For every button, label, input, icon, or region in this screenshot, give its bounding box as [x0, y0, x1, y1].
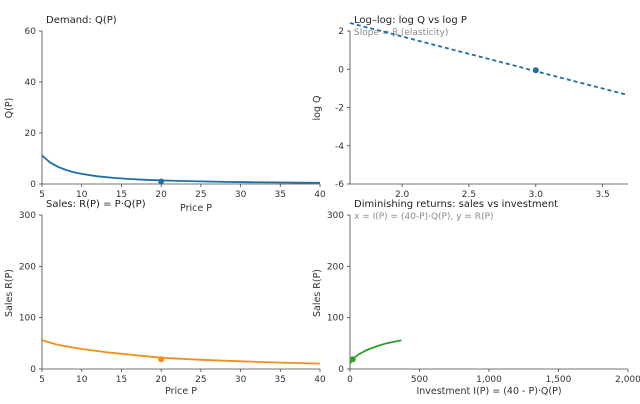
loglog-ytick-label: 0	[338, 65, 344, 75]
returns-ytick-label: 0	[338, 365, 344, 375]
returns-title: Diminishing returns: sales vs investment	[354, 199, 558, 210]
sales-marker-point	[158, 356, 165, 363]
returns-xtick-label: 1,000	[476, 375, 502, 385]
sales-series-line	[41, 339, 321, 365]
demand-ytick-label: 0	[30, 180, 36, 190]
sales-ytick-label: 0	[30, 365, 36, 375]
sales-xtick-label: 25	[195, 375, 206, 385]
returns-ytick-label: 100	[327, 314, 344, 324]
loglog-series-line	[349, 22, 629, 96]
demand-xtick-label: 10	[76, 190, 88, 200]
panel-demand: Demand: Q(P) Price P Q(P) 0 20 40 60 5 10 15 20…	[4, 15, 326, 214]
loglog-xtick-label: 2.0	[395, 190, 410, 200]
sales-ytick-label: 200	[19, 262, 36, 272]
panel-returns: Diminishing returns: sales vs investment…	[312, 199, 640, 397]
sales-xtick-label: 5	[39, 375, 45, 385]
loglog-ylabel: log Q	[312, 96, 323, 121]
returns-xtick-label: 500	[411, 375, 428, 385]
sales-ytick-label: 300	[19, 211, 36, 221]
returns-ytick-label: 200	[327, 262, 344, 272]
sales-xtick-label: 10	[76, 375, 88, 385]
returns-subtitle: x = I(P) = (40-P)·Q(P), y = R(P)	[354, 212, 494, 222]
returns-series-line	[349, 339, 402, 365]
loglog-ytick-label: -6	[335, 180, 344, 190]
returns-xtick-label: 1,500	[546, 375, 572, 385]
demand-marker-point	[158, 178, 165, 185]
sales-xlabel: Price P	[165, 386, 197, 397]
sales-ylabel: Sales R(P)	[4, 269, 15, 317]
demand-xtick-label: 20	[155, 190, 167, 200]
loglog-marker-point	[532, 67, 539, 74]
demand-xtick-label: 15	[116, 190, 127, 200]
demand-series-line	[41, 154, 321, 184]
demand-ytick-label: 40	[25, 78, 37, 88]
demand-ylabel: Q(P)	[4, 98, 15, 119]
demand-xtick-label: 35	[275, 190, 286, 200]
demand-xtick-label: 40	[314, 190, 326, 200]
demand-ytick-label: 60	[25, 27, 37, 37]
returns-xtick-label: 2,000	[615, 375, 640, 385]
loglog-title: Log–log: log Q vs log P	[354, 15, 467, 26]
panel-sales: Sales: R(P) = P·Q(P) Price P Sales R(P) …	[4, 199, 326, 397]
demand-title: Demand: Q(P)	[46, 15, 117, 26]
returns-ytick-label: 300	[327, 211, 344, 221]
demand-xtick-label: 25	[195, 190, 206, 200]
demand-xtick-label: 30	[235, 190, 247, 200]
loglog-ytick-label: -2	[335, 104, 344, 114]
returns-xtick-label: 0	[347, 375, 353, 385]
sales-xtick-label: 20	[155, 375, 167, 385]
demand-ytick-label: 20	[25, 129, 37, 139]
loglog-xtick-label: 3.5	[595, 190, 609, 200]
sales-xtick-label: 35	[275, 375, 286, 385]
sales-xtick-label: 15	[116, 375, 127, 385]
returns-xlabel: Investment I(P) = (40 - P)·Q(P)	[416, 386, 561, 397]
loglog-xtick-label: 3.0	[529, 190, 544, 200]
loglog-xtick-label: 2.5	[462, 190, 476, 200]
sales-ytick-label: 100	[19, 314, 36, 324]
sales-title: Sales: R(P) = P·Q(P)	[46, 199, 146, 210]
sales-xtick-label: 30	[235, 375, 247, 385]
loglog-ytick-label: -4	[335, 142, 344, 152]
loglog-subtitle: Slope = β (elasticity)	[354, 28, 448, 38]
panel-loglog: Log–log: log Q vs log P Slope = β (elast…	[312, 15, 629, 200]
returns-ylabel: Sales R(P)	[312, 269, 323, 317]
sales-xtick-label: 40	[314, 375, 326, 385]
demand-xlabel: Price P	[180, 203, 212, 214]
loglog-ytick-label: 2	[338, 27, 344, 37]
returns-marker-point	[349, 356, 356, 363]
demand-xtick-label: 5	[39, 190, 45, 200]
